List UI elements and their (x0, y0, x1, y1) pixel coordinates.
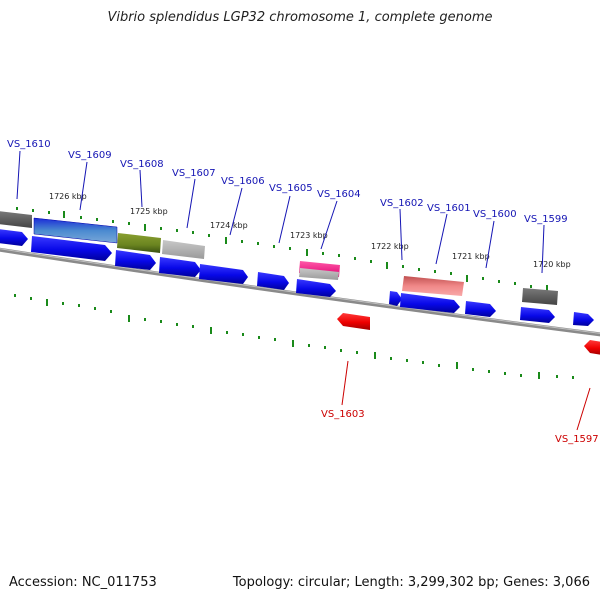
kbp-label: 1720 kbp (533, 260, 571, 269)
cds-arrow (296, 279, 336, 297)
gene-label: VS_1600 (473, 209, 517, 220)
gene-label: VS_1610 (7, 139, 51, 150)
gene-label: VS_1601 (427, 203, 471, 214)
kbp-label: 1726 kbp (49, 192, 87, 201)
gene-label: VS_1605 (269, 183, 313, 194)
kbp-label: 1721 kbp (452, 252, 490, 261)
cds-arrow (573, 312, 594, 326)
cds-arrow (400, 293, 460, 313)
gene-label: VS_1599 (524, 214, 568, 225)
gene-label: VS_1608 (120, 159, 164, 170)
leader-lines (16, 150, 591, 431)
scale-ticks-lower (14, 294, 574, 379)
cds-arrow (465, 301, 496, 317)
cds-forward (0, 229, 594, 326)
gene-label: VS_1603 (321, 409, 365, 420)
scale-ticks-upper (16, 207, 548, 292)
cds-arrow (584, 340, 600, 355)
accession-label: Accession: NC_011753 (9, 575, 157, 590)
gene-label: VS_1604 (317, 189, 361, 200)
cds-arrow (520, 307, 555, 323)
gene-label: VS_1602 (380, 198, 424, 209)
cds-arrow (159, 257, 201, 277)
cds-arrow (199, 264, 248, 284)
feature-bars (0, 211, 558, 305)
gene-labels: VS_1610 VS_1609 VS_1608 VS_1607 VS_1606 … (7, 139, 599, 445)
cds-arrow (0, 229, 28, 246)
kbp-label: 1724 kbp (210, 221, 248, 230)
genome-stats: Topology: circular; Length: 3,299,302 bp… (232, 575, 590, 590)
gene-label: VS_1606 (221, 176, 265, 187)
gene-label: VS_1609 (68, 150, 112, 161)
cds-arrow (389, 291, 402, 306)
kbp-label: 1723 kbp (290, 231, 328, 240)
gene-label: VS_1597 (555, 434, 599, 445)
gene-label: VS_1607 (172, 168, 216, 179)
cds-reverse (337, 313, 600, 355)
map-title: Vibrio splendidus LGP32 chromosome 1, co… (107, 10, 493, 25)
cds-arrow (337, 313, 370, 330)
kbp-labels: 1726 kbp 1725 kbp 1724 kbp 1723 kbp 1722… (49, 192, 571, 269)
kbp-label: 1722 kbp (371, 242, 409, 251)
cds-arrow (257, 272, 289, 290)
backbone (0, 247, 600, 337)
cds-arrow (31, 236, 112, 261)
kbp-label: 1725 kbp (130, 207, 168, 216)
cds-arrow (115, 250, 156, 270)
